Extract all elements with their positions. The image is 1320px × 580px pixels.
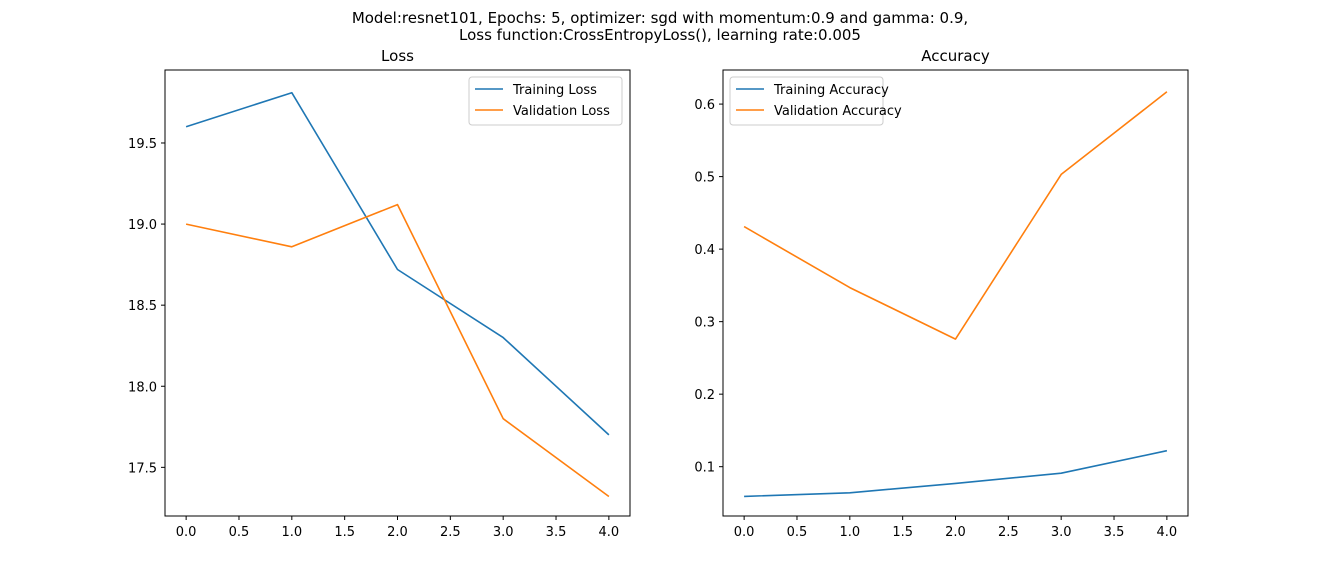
figure-suptitle-line-2: Loss function:CrossEntropyLoss(), learni… (459, 26, 861, 44)
x-tick-label: 2.5 (440, 525, 461, 540)
x-tick-label: 4.0 (1157, 525, 1178, 540)
y-tick-label: 0.4 (694, 243, 715, 258)
legend-label-0: Training Accuracy (773, 83, 889, 98)
legend-label-1: Validation Loss (513, 104, 610, 119)
x-tick-label: 3.5 (546, 525, 567, 540)
legend-label-1: Validation Accuracy (774, 104, 902, 119)
y-tick-label: 0.3 (694, 316, 715, 331)
x-tick-label: 1.0 (839, 525, 860, 540)
x-tick-label: 2.0 (945, 525, 966, 540)
axes-frame (722, 69, 1189, 517)
x-tick-label: 1.0 (281, 525, 302, 540)
x-tick-label: 3.0 (493, 525, 514, 540)
chart-title: Loss (381, 47, 414, 65)
y-tick-label: 19.0 (128, 218, 157, 233)
y-tick-label: 17.5 (128, 461, 157, 476)
x-tick-label: 0.0 (176, 525, 197, 540)
series-line-1 (743, 91, 1168, 340)
x-tick-label: 3.0 (1051, 525, 1072, 540)
x-tick-label: 2.0 (387, 525, 408, 540)
axes-frame (164, 69, 631, 517)
chart-title: Accuracy (921, 47, 990, 65)
y-tick-label: 18.0 (128, 380, 157, 395)
chart-1: Accuracy 0.0 0.5 1.0 1.5 2.0 2.5 3.0 3.5 4.0 0.1 0.… (694, 47, 1189, 540)
figure-suptitle-line-1: Model:resnet101, Epochs: 5, optimizer: s… (351, 9, 969, 27)
series-line-0 (185, 91, 610, 436)
y-tick-label: 0.2 (694, 388, 715, 403)
x-tick-label: 4.0 (599, 525, 620, 540)
y-tick-label: 18.5 (128, 299, 157, 314)
y-tick-label: 0.6 (694, 98, 715, 113)
legend-label-0: Training Loss (512, 83, 597, 98)
x-tick-label: 0.0 (734, 525, 755, 540)
chart-0: Loss 0.0 0.5 1.0 1.5 2.0 2.5 3.0 3.5 4.0 17.5 18.0 1… (128, 47, 631, 540)
x-tick-label: 3.5 (1104, 525, 1125, 540)
series-line-0 (744, 449, 1168, 498)
x-tick-label: 2.5 (998, 525, 1019, 540)
y-tick-label: 0.5 (694, 171, 715, 186)
legend-box (729, 76, 884, 126)
series-line-1 (185, 203, 610, 498)
x-tick-label: 0.5 (787, 525, 808, 540)
x-tick-label: 1.5 (334, 525, 355, 540)
x-tick-label: 0.5 (229, 525, 250, 540)
y-tick-label: 19.5 (128, 137, 157, 152)
x-tick-label: 1.5 (892, 525, 913, 540)
legend-box (468, 76, 623, 126)
y-tick-label: 0.1 (694, 461, 715, 476)
